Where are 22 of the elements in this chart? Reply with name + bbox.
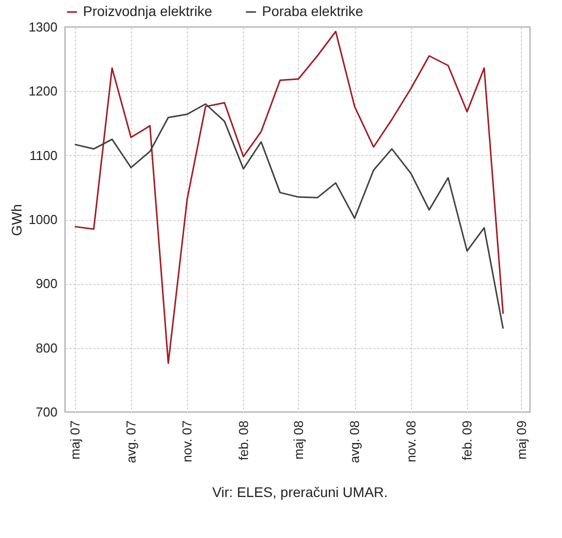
y-tick-label: 700 bbox=[36, 404, 58, 420]
y-tick-label: 800 bbox=[36, 340, 58, 356]
x-tick-label: nov. 08 bbox=[403, 420, 418, 462]
line-series bbox=[74, 103, 504, 330]
x-tick-label: maj 08 bbox=[290, 420, 306, 460]
y-tick-label: 900 bbox=[36, 276, 58, 292]
x-tick-label: feb. 08 bbox=[236, 420, 251, 460]
x-tick-label: avg. 08 bbox=[347, 420, 362, 464]
x-tick-label: maj 07 bbox=[67, 420, 82, 460]
text: Vir: ELES, preračuni UMAR. bbox=[211, 484, 389, 500]
y-tick-label: 1100 bbox=[30, 148, 58, 163]
x-tick-label: nov. 07 bbox=[180, 420, 195, 462]
x-tick-label: avg. 07 bbox=[123, 420, 138, 464]
legend-label: Poraba elektrike bbox=[262, 3, 364, 19]
y-tick-label: 1000 bbox=[28, 212, 58, 227]
x-tick-label: maj 09 bbox=[514, 420, 529, 460]
x-tick-label: feb. 09 bbox=[460, 420, 475, 460]
y-tick-label: 1200 bbox=[28, 84, 58, 99]
y-axis-title: GWh bbox=[8, 204, 25, 236]
line-series bbox=[74, 30, 504, 364]
legend-label: Proizvodnja elektrike bbox=[83, 3, 212, 19]
y-tick-label: 1300 bbox=[28, 20, 58, 34]
